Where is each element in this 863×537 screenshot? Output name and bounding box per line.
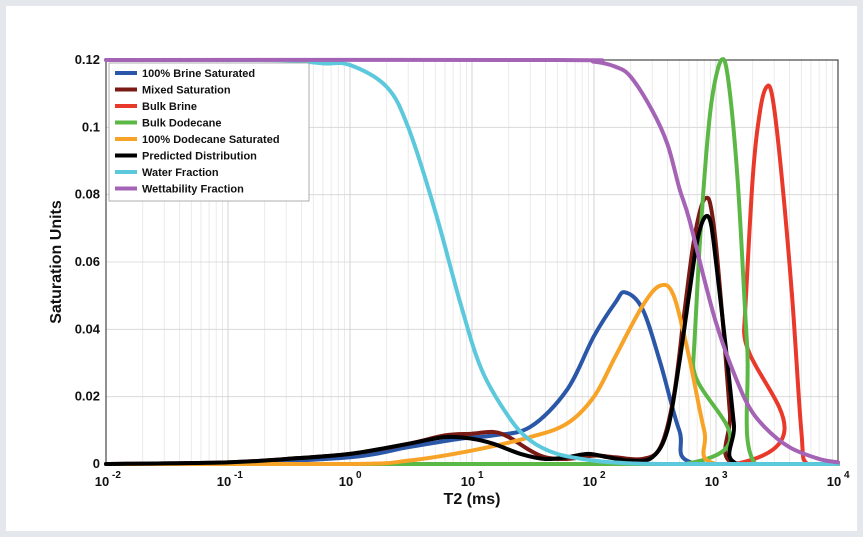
series-lines xyxy=(104,57,840,467)
x-axis-label: T2 (ms) xyxy=(444,491,501,508)
x-tick-labels: 10 -2 10 -1 10 0 10 1 10 2 10 3 10 4 xyxy=(95,470,850,489)
x-tick-base: 10 xyxy=(217,474,231,489)
legend-entry-3: Bulk Dodecane xyxy=(115,118,221,130)
legend-entry-0: 100% Brine Saturated xyxy=(115,68,255,80)
x-tick-exponent: -1 xyxy=(234,470,243,481)
x-tick-label-4: 10 2 xyxy=(583,470,606,489)
x-tick-base: 10 xyxy=(339,474,353,489)
x-tick-label-2: 10 0 xyxy=(339,470,362,489)
x-tick-exponent: 1 xyxy=(478,470,484,481)
series-line-7 xyxy=(104,57,840,465)
legend-label: Bulk Dodecane xyxy=(142,118,221,130)
legend-entry-7: Wettability Fraction xyxy=(115,184,244,196)
x-tick-base: 10 xyxy=(583,474,597,489)
legend-label: Water Fraction xyxy=(142,167,219,179)
y-tick-label-0: 0 xyxy=(93,456,100,471)
series-line-4 xyxy=(104,282,840,467)
x-tick-label-3: 10 1 xyxy=(461,470,484,489)
x-tick-base: 10 xyxy=(827,474,841,489)
y-tick-label-3: 0.06 xyxy=(75,254,100,269)
x-tick-exponent: 2 xyxy=(600,470,606,481)
legend-label: 100% Dodecane Saturated xyxy=(142,134,280,146)
line-chart: 10 -2 10 -1 10 0 10 1 10 2 10 3 10 4 00.020.040.060.0… xyxy=(48,52,850,508)
legend-box xyxy=(108,62,310,202)
x-tick-label-5: 10 3 xyxy=(705,470,728,489)
x-tick-exponent: 3 xyxy=(722,470,728,481)
legend-label: 100% Brine Saturated xyxy=(142,68,255,80)
y-tick-label-6: 0.12 xyxy=(75,52,100,67)
legend-entry-5: Predicted Distribution xyxy=(115,151,257,163)
figure-frame: 10 -2 10 -1 10 0 10 1 10 2 10 3 10 4 0 0.02 0.04 0.06 0.0… xyxy=(6,6,857,531)
x-tick-base: 10 xyxy=(95,474,109,489)
legend-label: Bulk Brine xyxy=(142,101,197,113)
x-tick-exponent: 4 xyxy=(844,470,850,481)
x-tick-label-1: 10 -1 xyxy=(217,470,244,489)
x-tick-exponent: 0 xyxy=(356,470,362,481)
legend-entry-6: Water Fraction xyxy=(115,167,219,179)
y-tick-label-2: 0.04 xyxy=(75,321,101,336)
legend-label: Mixed Saturation xyxy=(142,85,231,97)
legend-label: Predicted Distribution xyxy=(142,151,257,163)
legend-entry-2: Bulk Brine xyxy=(115,101,197,113)
y-axis-label: Saturation Units xyxy=(48,200,65,324)
legend: 100% Brine Saturated Mixed Saturation Bulk… xyxy=(108,62,310,202)
series-line-5 xyxy=(104,213,840,466)
y-tick-label-4: 0.08 xyxy=(75,187,100,202)
legend-entry-1: Mixed Saturation xyxy=(115,85,231,97)
y-tick-label-1: 0.02 xyxy=(75,389,100,404)
x-tick-label-0: 10 -2 xyxy=(95,470,122,489)
series-line-0 xyxy=(104,290,840,467)
y-tick-labels: 0 0.02 0.04 0.06 0.08 0.1 0.12 xyxy=(75,52,101,471)
x-tick-base: 10 xyxy=(705,474,719,489)
x-tick-exponent: -2 xyxy=(112,470,121,481)
x-tick-base: 10 xyxy=(461,474,475,489)
legend-entry-4: 100% Dodecane Saturated xyxy=(115,134,280,146)
x-tick-label-6: 10 4 xyxy=(827,470,850,489)
legend-label: Wettability Fraction xyxy=(142,184,244,196)
y-tick-label-5: 0.1 xyxy=(82,119,100,134)
